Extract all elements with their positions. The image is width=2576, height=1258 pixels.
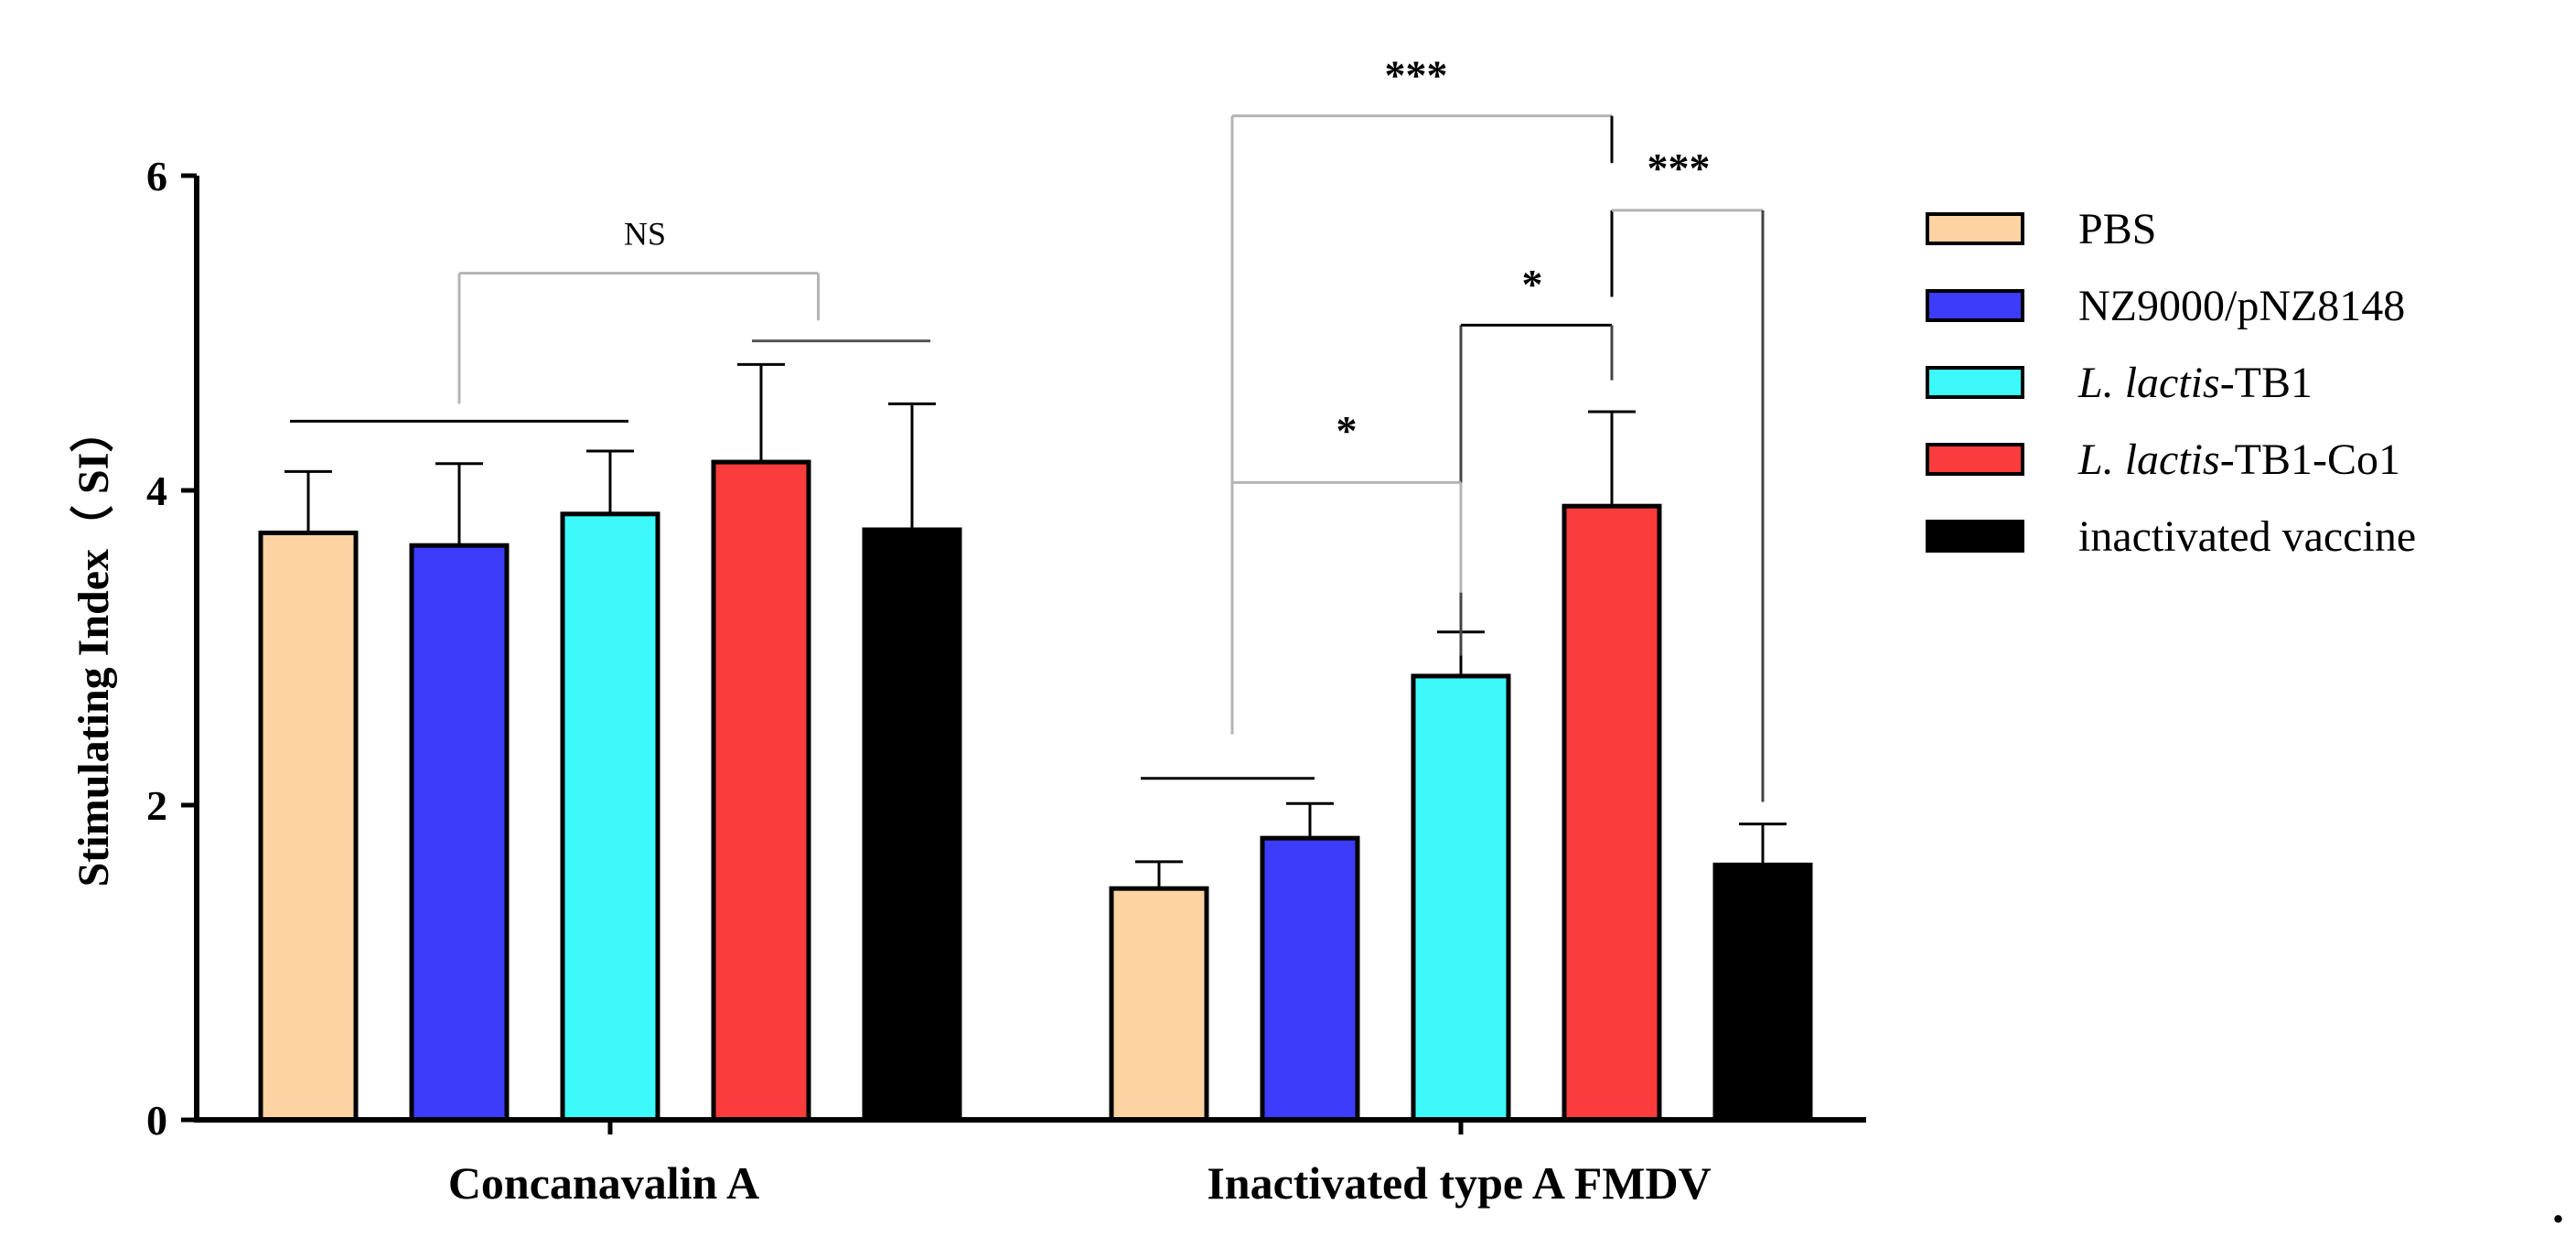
legend-label-1: NZ9000/pNZ8148 xyxy=(2078,282,2405,330)
y-tick-label-2: 4 xyxy=(146,468,167,514)
bar-g0-s4 xyxy=(862,527,962,1123)
y-tick-label-0: 0 xyxy=(146,1097,167,1144)
legend-label-text-2: -TB1 xyxy=(2220,359,2313,407)
bar-g1-s4 xyxy=(1712,862,1813,1123)
bars-layer xyxy=(258,459,1813,1123)
y-axis-label: Stimulating Index（ SI） xyxy=(70,409,118,887)
legend-label-italic-2: L. lactis xyxy=(2077,359,2220,407)
legend-label-3: L. lactis-TB1-Co1 xyxy=(2077,435,2400,484)
bar-g1-s2 xyxy=(1411,673,1511,1123)
y-ticks: 0 2 4 6 xyxy=(146,153,197,1144)
bar-g1-s0 xyxy=(1109,886,1209,1123)
bar-g0-s0 xyxy=(258,530,359,1123)
trailing-mark: . xyxy=(2552,1181,2564,1233)
legend-swatch-0 xyxy=(1926,212,2024,245)
bar-g1-s1 xyxy=(1260,835,1360,1123)
sig-label-top-single: * xyxy=(1522,261,1543,307)
legend-label-text-0: PBS xyxy=(2078,205,2156,253)
y-tick-label-3: 6 xyxy=(146,153,167,199)
legend-label-4: inactivated vaccine xyxy=(2078,512,2416,561)
ns-label: NS xyxy=(624,216,666,253)
legend-label-text-4: inactivated vaccine xyxy=(2078,512,2416,561)
legend-swatch-2 xyxy=(1926,366,2024,399)
legend-label-0: PBS xyxy=(2078,205,2156,253)
sig-label-inner-triple: *** xyxy=(1648,145,1711,191)
bar-g0-s3 xyxy=(711,459,811,1123)
bar-g0-s2 xyxy=(560,511,660,1123)
bar-g1-s3 xyxy=(1562,503,1662,1123)
legend-label-text-3: -TB1-Co1 xyxy=(2220,435,2400,484)
legend-label-italic-3: L. lactis xyxy=(2077,435,2220,484)
legend-swatch-3 xyxy=(1926,443,2024,476)
error-bars-layer xyxy=(284,362,1787,889)
sig-label-outer-triple: *** xyxy=(1385,51,1448,98)
legend-swatch-1 xyxy=(1926,289,2024,322)
y-tick-label-1: 2 xyxy=(146,782,167,829)
legend-label-text-1: NZ9000/pNZ8148 xyxy=(2078,282,2405,330)
x-ticks xyxy=(607,1120,1464,1134)
legend-label-2: L. lactis-TB1 xyxy=(2077,359,2313,407)
category-label-concanavalin: Concanavalin A xyxy=(448,1157,759,1209)
bar-g0-s1 xyxy=(409,543,510,1123)
legend-swatch-4 xyxy=(1926,520,2024,553)
significance-layer: NS******** xyxy=(290,51,1765,802)
sig-label-low-single: * xyxy=(1336,407,1358,454)
category-label-fmdv: Inactivated type A FMDV xyxy=(1207,1157,1711,1209)
